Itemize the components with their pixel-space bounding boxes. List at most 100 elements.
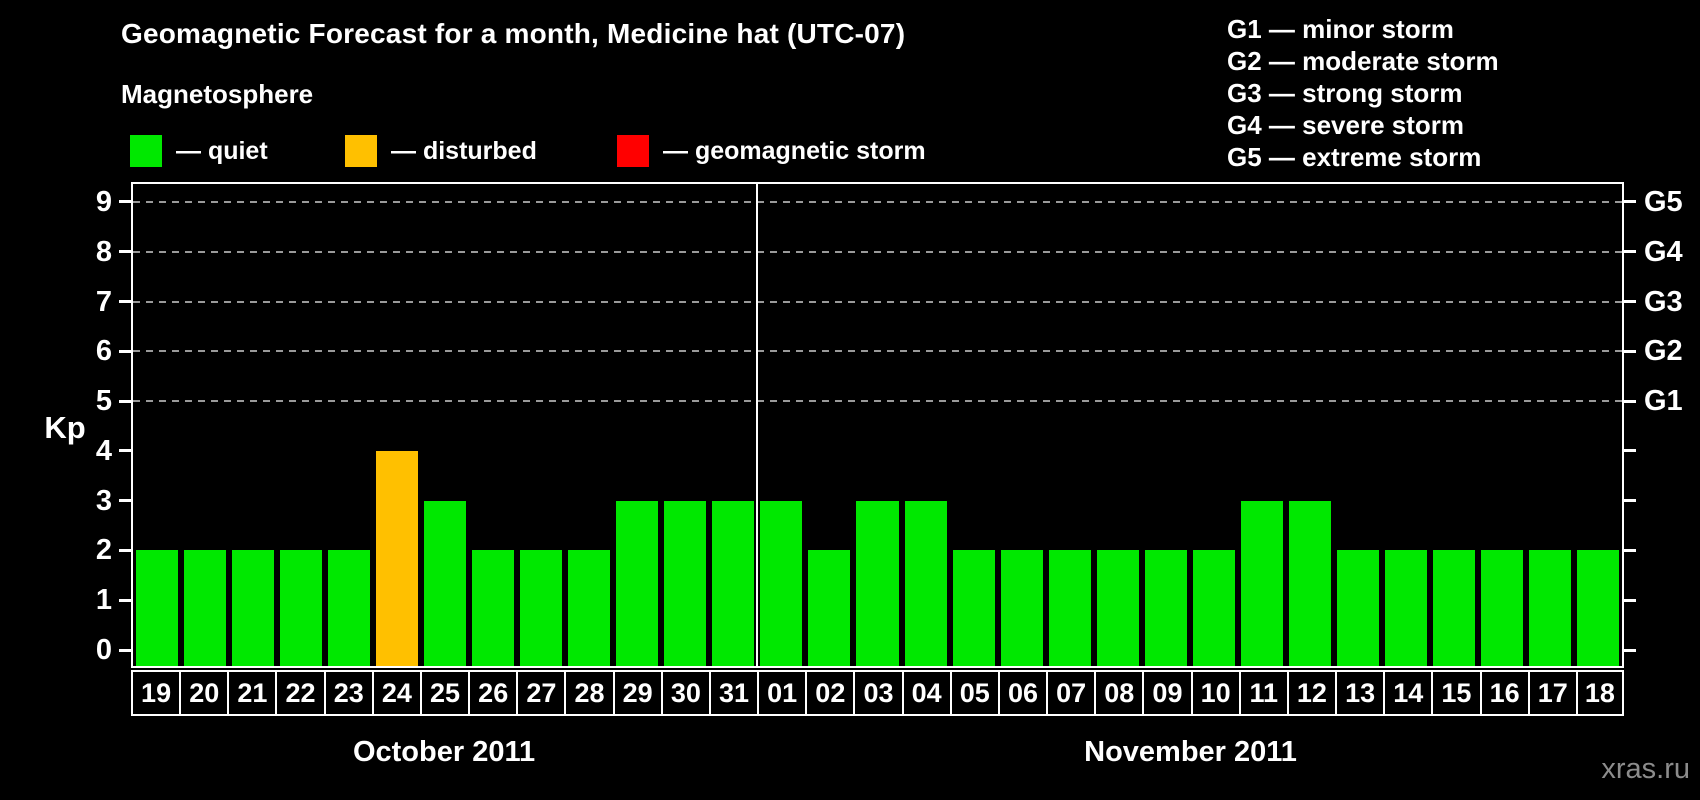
right-axis-tick [1624, 250, 1636, 254]
kp-bar [1528, 550, 1571, 666]
day-label-cell: 09 [1142, 670, 1193, 716]
y-axis-tick-label: 2 [95, 534, 112, 567]
right-axis-tick [1624, 598, 1636, 602]
day-label-cell: 17 [1527, 670, 1578, 716]
kp-legend-label: — disturbed [391, 136, 537, 165]
g-level-label-g5: G5 [1644, 185, 1683, 218]
day-label-cell: 19 [131, 670, 182, 716]
g-legend-line-1: G1 — minor storm [1227, 14, 1454, 44]
kp-bar [1384, 550, 1427, 666]
kp-bar [1240, 500, 1283, 666]
g-level-label-g4: G4 [1644, 235, 1683, 268]
y-axis-tick [119, 300, 131, 303]
y-axis-tick [119, 648, 131, 652]
y-axis-tick-label: 1 [95, 584, 112, 617]
right-axis-tick [1624, 200, 1636, 204]
day-label-cell: 14 [1383, 670, 1434, 716]
g-legend-line-4: G4 — severe storm [1227, 110, 1465, 140]
day-label-cell: 28 [564, 670, 615, 716]
kp-bar [184, 550, 227, 666]
kp-bar [568, 550, 611, 666]
kp-bar [1192, 550, 1235, 666]
y-axis-tick-label: 4 [95, 434, 112, 467]
kp-bar [1480, 550, 1523, 666]
watermark: xras.ru [1601, 753, 1690, 785]
kp-bar [1096, 550, 1139, 666]
gridline-kp-7 [133, 300, 1622, 303]
day-label-cell: 16 [1479, 670, 1530, 716]
g-legend-line-3: G3 — strong storm [1227, 78, 1463, 108]
day-label-cell: 01 [757, 670, 808, 716]
y-axis-tick-label: 9 [95, 185, 112, 218]
kp-legend-item-disturbed: — disturbed [345, 135, 537, 167]
day-label-cell: 31 [708, 670, 760, 716]
chart-title: Geomagnetic Forecast for a month, Medici… [121, 18, 906, 49]
kp-bar [424, 500, 467, 666]
day-label-cell: 13 [1335, 670, 1386, 716]
y-axis-tick-label: 5 [95, 385, 112, 418]
day-label-cell: 12 [1286, 670, 1338, 716]
y-axis-title: Kp [44, 410, 86, 445]
kp-bar [664, 500, 707, 666]
day-label-cell: 23 [323, 670, 374, 716]
day-label-cell: 08 [1094, 670, 1145, 716]
kp-bar [232, 550, 275, 666]
g-level-label-g1: G1 [1644, 385, 1683, 418]
day-label-cell: 20 [179, 670, 230, 716]
g-scale-legend: G1 — minor storm G2 — moderate storm G3 — … [1227, 13, 1499, 173]
y-axis-tick-label: 6 [95, 335, 112, 368]
day-label-cell: 27 [516, 670, 567, 716]
right-axis-tick [1624, 449, 1636, 453]
y-axis-tick [119, 499, 131, 503]
kp-bar [328, 550, 371, 666]
day-label-cell: 02 [805, 670, 856, 716]
geomagnetic-storm-color-swatch-icon [617, 135, 649, 167]
kp-bar [472, 550, 515, 666]
kp-bar [280, 550, 323, 666]
y-axis-tick-label: 0 [95, 634, 112, 667]
day-label-cell: 25 [419, 670, 471, 716]
y-axis-tick [119, 598, 131, 602]
y-axis-tick [119, 548, 131, 552]
month-label: November 2011 [1084, 736, 1297, 768]
day-label-cell: 29 [612, 670, 663, 716]
g-level-label-g2: G2 [1644, 335, 1683, 368]
kp-bar [520, 550, 563, 666]
y-axis-tick [119, 449, 131, 453]
kp-bar [376, 450, 419, 666]
day-label-cell: 30 [660, 670, 711, 716]
kp-bar [1336, 550, 1379, 666]
kp-legend-item-geomagnetic-storm: — geomagnetic storm [617, 135, 926, 167]
day-label-cell: 04 [901, 670, 952, 716]
kp-bar [136, 550, 179, 666]
kp-bar [856, 500, 899, 666]
day-label-cell: 06 [997, 670, 1049, 716]
kp-bar [1048, 550, 1091, 666]
kp-bar [1576, 550, 1619, 666]
day-label-cell: 21 [227, 670, 278, 716]
right-axis-tick [1624, 349, 1636, 353]
g-legend-line-5: G5 — extreme storm [1227, 142, 1482, 172]
kp-bar [760, 500, 803, 666]
right-axis-tick [1624, 499, 1636, 503]
day-label-cell: 10 [1190, 670, 1241, 716]
month-label: October 2011 [352, 736, 536, 768]
day-label-cell: 22 [275, 670, 326, 716]
day-label-cell: 03 [853, 670, 904, 716]
kp-bar [712, 500, 755, 666]
quiet-color-swatch-icon [130, 135, 162, 167]
day-label-cell: 05 [949, 670, 1000, 716]
right-axis-tick [1624, 648, 1636, 652]
y-axis-tick [119, 250, 131, 254]
gridline-kp-9 [133, 200, 1622, 203]
gridline-kp-6 [133, 350, 1622, 353]
kp-state-legend: — quiet — disturbed — geomagnetic storm [130, 135, 1110, 169]
kp-bar [952, 550, 995, 666]
y-axis-tick-label: 7 [95, 285, 112, 318]
plot-area [131, 182, 1624, 668]
right-axis-tick [1624, 399, 1636, 403]
kp-bar [616, 500, 659, 666]
y-axis-tick [119, 200, 131, 204]
kp-bar [1144, 550, 1187, 666]
